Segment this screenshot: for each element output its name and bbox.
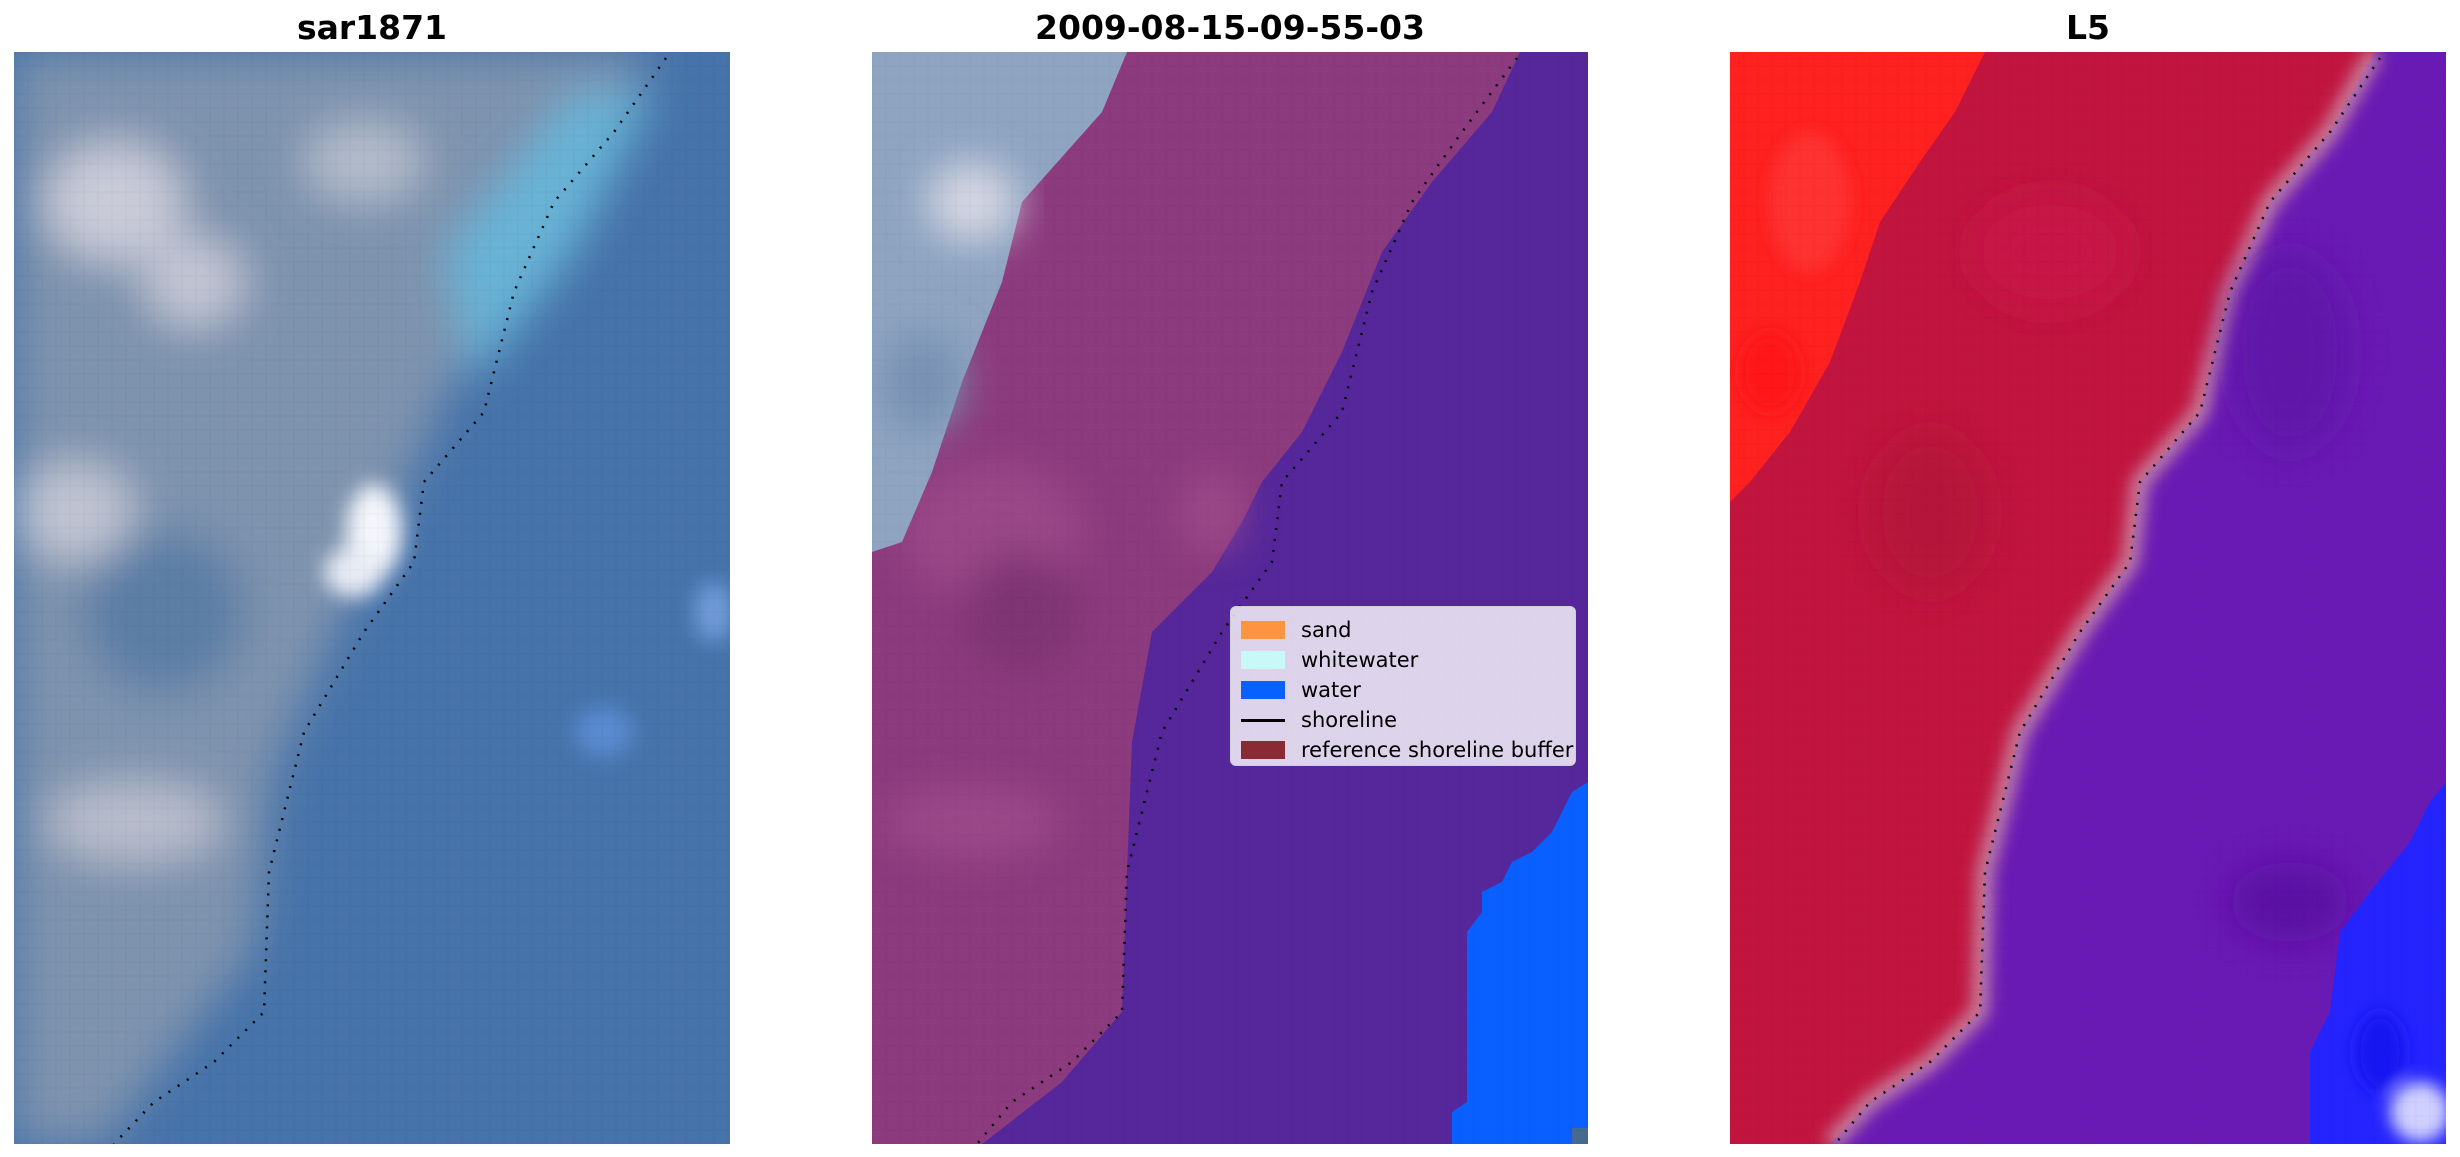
water-swatch [1241,681,1285,699]
classification-image [872,52,1588,1144]
panel-title: sar1871 [296,8,448,47]
legend: sand whitewater water shoreline referenc… [1230,606,1576,766]
panel-index: L5 [1730,0,2446,1157]
legend-label: water [1301,678,1361,702]
panel-title: L5 [2066,8,2110,47]
legend-item-shoreline: shoreline [1241,705,1565,735]
shoreline-dotted [113,57,668,1144]
legend-item-whitewater: whitewater [1241,645,1565,675]
index-image [1730,52,2446,1144]
sand-swatch [1241,621,1285,639]
legend-label: sand [1301,618,1352,642]
rgb-image [14,52,730,1144]
legend-item-water: water [1241,675,1565,705]
legend-label: reference shoreline buffer [1301,738,1574,762]
buffer-swatch [1241,741,1285,759]
legend-item-buffer: reference shoreline buffer [1241,735,1573,765]
shoreline-dotted [976,57,1519,1144]
legend-item-sand: sand [1241,615,1565,645]
shoreline-dotted [1834,57,2382,1144]
whitewater-swatch [1241,651,1285,669]
panel-classification: 2009-08-15-09-55-03 [872,0,1588,1157]
legend-label: shoreline [1301,708,1398,732]
shoreline-line-swatch [1241,718,1285,722]
panel-title: 2009-08-15-09-55-03 [1035,8,1425,47]
legend-label: whitewater [1301,648,1419,672]
panel-rgb: sar1871 [14,0,730,1157]
